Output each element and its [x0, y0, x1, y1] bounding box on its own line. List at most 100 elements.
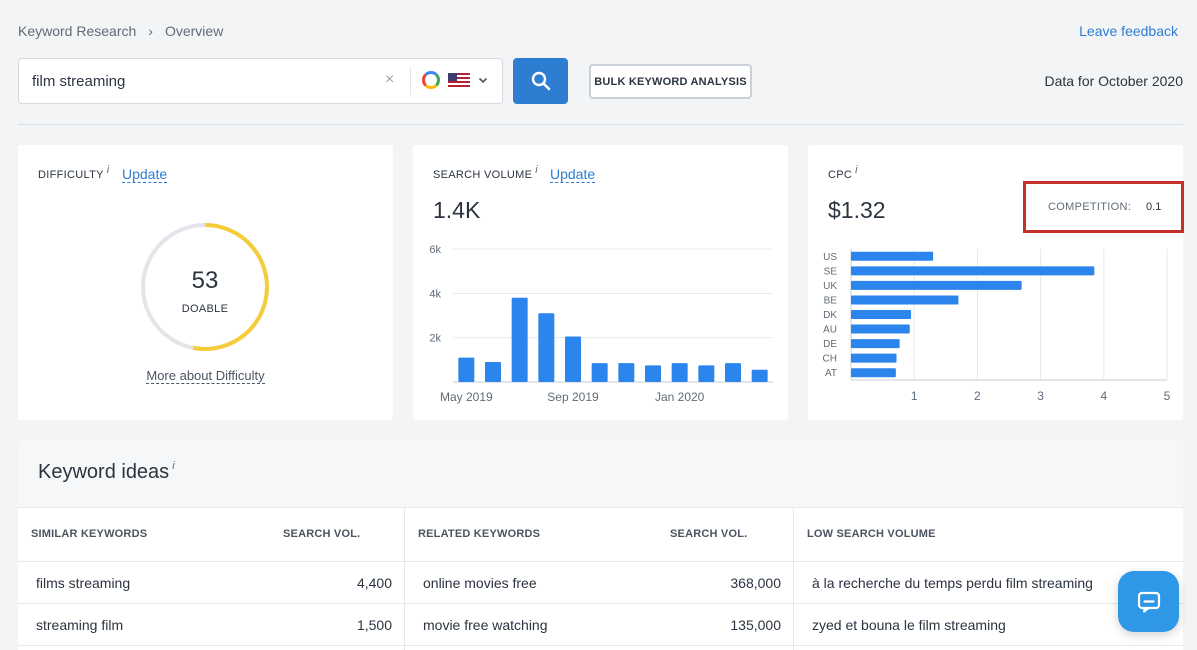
cpc-bar [851, 310, 912, 319]
breadcrumb-root[interactable]: Keyword Research [18, 23, 137, 39]
info-icon[interactable]: i [855, 164, 858, 176]
country-label: DE [823, 339, 837, 350]
keyword-ideas-section: Keyword ideas i SIMILAR KEYWORDS SEARCH V… [18, 440, 1183, 650]
y-tick-label: 4k [429, 288, 441, 300]
low-volume-keyword-link[interactable]: à la recherche du temps perdu film strea… [812, 575, 1093, 591]
related-keyword-volume: 135,000 [730, 617, 781, 633]
keyword-search-input[interactable] [32, 72, 387, 90]
similar-keyword-link[interactable]: films streaming [36, 575, 131, 591]
cpc-value: $1.32 [828, 197, 886, 223]
low-search-volume-column: LOW SEARCH VOLUME à la recherche du temp… [794, 508, 1183, 650]
cpc-card: CPC i $1.32 COMPETITION: 0.1 1 2 3 4 5 US SE UK B… [808, 145, 1184, 420]
country-label: AT [825, 368, 837, 379]
y-tick-label: 6k [429, 244, 441, 256]
related-keywords-column: RELATED KEYWORDS SEARCH VOL. online movi… [405, 508, 794, 650]
cpc-bar [851, 295, 959, 305]
volume-bar [458, 357, 475, 382]
keyword-ideas-table: SIMILAR KEYWORDS SEARCH VOL. films strea… [18, 507, 1183, 650]
chevron-down-icon [478, 77, 488, 84]
header-divider [18, 124, 1183, 125]
cpc-country-chart: 1 2 3 4 5 US SE UK BE DK AU DE CH AT [823, 249, 1171, 403]
cpc-bar [851, 353, 897, 363]
breadcrumb-current: Overview [164, 23, 224, 39]
y-tick-label: 2k [429, 333, 441, 345]
difficulty-gauge: 53 DOABLE [139, 221, 271, 353]
gauge-fill [141, 223, 269, 351]
leave-feedback-link[interactable]: Leave feedback [1079, 23, 1178, 39]
difficulty-update-link[interactable]: Update [122, 166, 168, 183]
engine-country-selector[interactable] [422, 71, 488, 89]
search-vol-header: SEARCH VOL. [670, 528, 748, 540]
us-flag-icon [448, 72, 470, 88]
volume-bar [618, 363, 635, 382]
difficulty-card: DIFFICULTY i Update 53 DOABLE More about … [18, 145, 393, 420]
row-divider [405, 603, 793, 604]
volume-bar [671, 363, 688, 382]
info-icon[interactable]: i [106, 164, 110, 176]
cpc-label: CPC i [828, 164, 858, 181]
breadcrumb: Keyword Research › Overview [18, 23, 223, 39]
keyword-ideas-title: Keyword ideas i [38, 460, 175, 483]
info-icon[interactable]: i [172, 460, 175, 472]
cpc-bar [851, 339, 900, 349]
search-icon [531, 71, 550, 91]
x-tick-label: May 2019 [440, 390, 493, 404]
country-label: DK [823, 310, 837, 321]
search-divider [410, 67, 411, 95]
row-divider [405, 645, 793, 646]
country-label: US [823, 252, 837, 263]
row-divider [405, 561, 793, 562]
related-keyword-link[interactable]: online movies free [423, 575, 537, 591]
row-divider [794, 603, 1183, 604]
volume-bar [751, 369, 768, 382]
low-volume-keyword-link[interactable]: zyed et bouna le film streaming [812, 617, 1006, 633]
search-volume-update-link[interactable]: Update [550, 166, 596, 183]
x-tick-label: 2 [974, 389, 981, 403]
country-label: BE [824, 295, 838, 306]
similar-keyword-link[interactable]: streaming film [36, 617, 124, 633]
row-divider [794, 561, 1183, 562]
row-divider [18, 561, 404, 562]
clear-search-icon[interactable]: × [385, 71, 395, 88]
cpc-bar [851, 251, 934, 261]
competition-highlight: COMPETITION: 0.1 [1023, 181, 1184, 233]
similar-keyword-volume: 4,400 [356, 575, 392, 591]
more-about-difficulty-link[interactable]: More about Difficulty [146, 368, 265, 384]
volume-bar [698, 365, 715, 382]
country-label: CH [823, 354, 837, 365]
chat-icon [1137, 591, 1160, 613]
row-divider [18, 603, 404, 604]
volume-bar [725, 363, 741, 382]
x-tick-label: Jan 2020 [655, 390, 705, 404]
search-volume-value: 1.4K [433, 197, 481, 223]
cpc-bar [851, 368, 896, 378]
low-search-volume-header: LOW SEARCH VOLUME [807, 528, 936, 540]
x-tick-label: 5 [1164, 389, 1171, 403]
x-tick-label: 4 [1100, 389, 1107, 403]
bulk-keyword-analysis-button[interactable]: BULK KEYWORD ANALYSIS [589, 64, 752, 99]
competition-value: 0.1 [1146, 201, 1162, 213]
search-vol-header: SEARCH VOL. [283, 528, 361, 540]
related-keywords-header: RELATED KEYWORDS [418, 528, 541, 540]
data-period: Data for October 2020 [1044, 73, 1183, 89]
volume-bar [485, 362, 501, 382]
related-keyword-volume: 368,000 [730, 575, 781, 591]
search-button[interactable] [513, 58, 568, 104]
related-keyword-link[interactable]: movie free watching [423, 617, 548, 633]
cpc-bar [851, 324, 910, 334]
country-label: AU [823, 325, 837, 336]
row-divider [18, 645, 404, 646]
search-volume-label: SEARCH VOLUME i [433, 164, 539, 181]
search-box: × [18, 58, 503, 104]
info-icon[interactable]: i [535, 164, 539, 176]
x-tick-label: 1 [911, 389, 918, 403]
similar-keyword-volume: 1,500 [356, 617, 392, 633]
chat-button[interactable] [1118, 571, 1179, 632]
similar-keywords-column: SIMILAR KEYWORDS SEARCH VOL. films strea… [18, 508, 405, 650]
volume-bar [591, 363, 608, 382]
competition-label: COMPETITION: [1048, 201, 1132, 213]
volume-bar [645, 365, 661, 382]
similar-keywords-header: SIMILAR KEYWORDS [31, 528, 148, 540]
search-volume-card: SEARCH VOLUME i Update 1.4K 2k 4k 6k May 201… [413, 145, 788, 420]
country-label: SE [824, 266, 838, 277]
